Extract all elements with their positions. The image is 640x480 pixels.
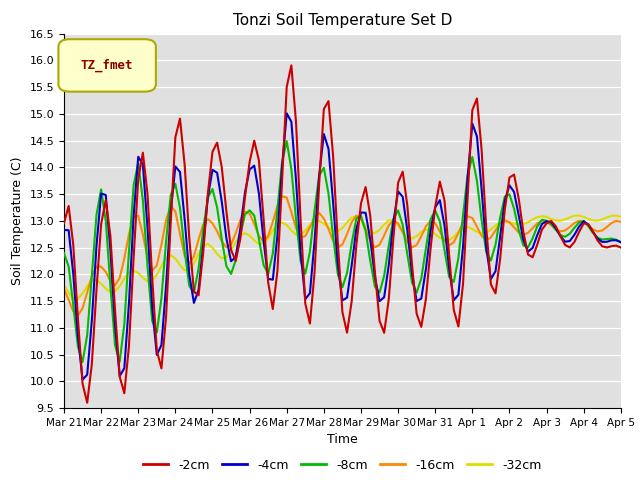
- Legend: -2cm, -4cm, -8cm, -16cm, -32cm: -2cm, -4cm, -8cm, -16cm, -32cm: [138, 454, 547, 477]
- Y-axis label: Soil Temperature (C): Soil Temperature (C): [11, 156, 24, 285]
- Title: Tonzi Soil Temperature Set D: Tonzi Soil Temperature Set D: [233, 13, 452, 28]
- Text: TZ_fmet: TZ_fmet: [81, 59, 133, 72]
- FancyBboxPatch shape: [58, 39, 156, 92]
- X-axis label: Time: Time: [327, 433, 358, 446]
